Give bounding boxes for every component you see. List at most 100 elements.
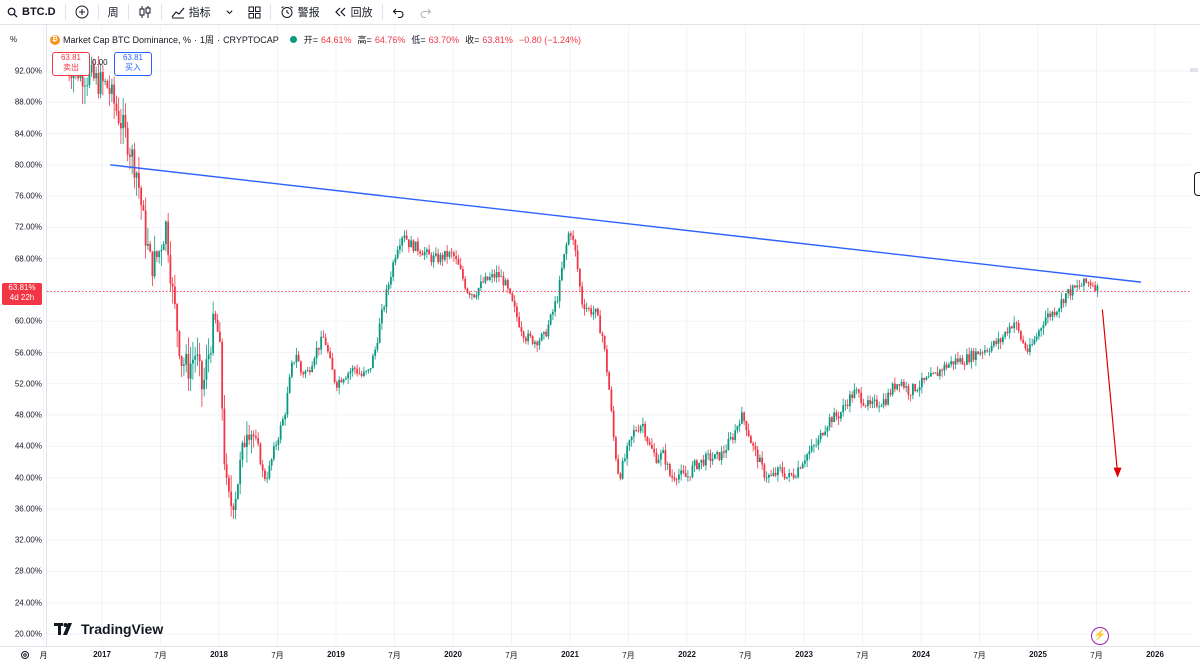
chart-type-button[interactable]	[131, 0, 159, 24]
candle-body	[304, 371, 307, 375]
candle-body	[117, 110, 120, 124]
candle-body	[612, 410, 615, 438]
candle-body	[261, 464, 264, 471]
candle-body	[131, 149, 134, 157]
candle-body	[527, 333, 530, 342]
candle-body	[329, 351, 332, 359]
x-tick-label: 2021	[561, 650, 579, 659]
candle-body	[241, 442, 244, 460]
candle-body	[464, 278, 467, 289]
candles-group	[66, 52, 1099, 520]
candle-body	[1053, 311, 1056, 315]
candle-body	[214, 313, 217, 320]
time-axis[interactable]: 月 2017 7月 2018 7月 2019 7月 2020 7月 2021 7月 2022 7月 202…	[0, 646, 1200, 664]
candle-body	[597, 308, 599, 316]
candle-body	[1029, 344, 1031, 353]
bitcoin-logo-icon: ₿	[50, 34, 60, 45]
undo-button[interactable]	[385, 0, 412, 24]
redo-button[interactable]	[412, 0, 439, 24]
candle-body	[885, 399, 887, 405]
indicators-button[interactable]: 指标	[164, 0, 218, 24]
indicators-dropdown[interactable]	[218, 0, 241, 24]
candle-body	[383, 307, 386, 310]
candle-body	[288, 376, 291, 394]
alarm-clock-icon	[280, 6, 293, 18]
alert-button[interactable]: 警报	[273, 0, 327, 24]
candle-body	[909, 394, 912, 396]
candle-body	[309, 370, 311, 373]
x-tick-label: 2022	[678, 650, 696, 659]
candle-body	[765, 477, 768, 479]
candle-body	[444, 250, 446, 260]
candle-body	[106, 80, 109, 88]
candle-body	[563, 253, 566, 268]
replay-button[interactable]: 回放	[327, 0, 380, 24]
candle-body	[318, 347, 320, 350]
candle-body	[113, 84, 116, 104]
candle-body	[205, 359, 208, 380]
candle-body	[369, 368, 372, 370]
candle-body	[972, 351, 975, 360]
candle-body	[738, 423, 741, 427]
candle-body	[403, 235, 406, 238]
interval-button[interactable]: 周	[101, 0, 126, 24]
candle-body	[907, 386, 910, 395]
candle-body	[977, 351, 980, 355]
candle-body	[583, 304, 586, 310]
candle-body	[554, 301, 557, 312]
candle-body	[239, 459, 242, 485]
interval-label: 周	[107, 7, 119, 19]
lightning-icon[interactable]: ⚡	[1091, 627, 1109, 645]
candle-body	[979, 352, 982, 355]
candle-body	[707, 453, 710, 455]
x-tick-label: 2026	[1146, 650, 1164, 659]
candle-body	[993, 341, 995, 346]
candle-body	[264, 470, 266, 479]
candle-body	[340, 379, 343, 383]
candle-body	[997, 338, 1000, 344]
settings-icon[interactable]	[20, 650, 30, 660]
market-status-dot	[289, 36, 297, 43]
candle-body	[1094, 285, 1097, 291]
candle-body	[228, 477, 230, 492]
candle-body	[378, 323, 381, 343]
candle-body	[772, 472, 775, 476]
candle-body	[252, 434, 255, 437]
sell-button[interactable]: 63.81 卖出	[52, 52, 90, 76]
chevron-down-icon	[226, 9, 233, 14]
compare-symbol-button[interactable]	[68, 0, 96, 24]
candle-body	[441, 254, 444, 260]
layouts-button[interactable]	[241, 0, 268, 24]
candle-body	[237, 484, 239, 499]
candle-body	[189, 363, 192, 379]
candle-body	[81, 70, 84, 87]
candle-body	[887, 392, 890, 405]
candle-body	[167, 221, 170, 256]
candle-body	[556, 301, 559, 303]
y-tick-label: 20.00%	[14, 629, 42, 639]
price-chart[interactable]	[0, 0, 1200, 646]
candle-body	[918, 387, 921, 391]
candle-body	[500, 276, 503, 278]
y-tick-label: 40.00%	[14, 473, 42, 483]
candle-body	[635, 430, 638, 431]
candle-body	[122, 114, 125, 129]
candle-body	[662, 450, 665, 454]
y-tick-label: 24.00%	[14, 598, 42, 608]
candle-body	[648, 441, 651, 445]
candle-body	[840, 412, 842, 419]
x-tick-label: 7月	[505, 651, 518, 660]
candle-body	[984, 350, 986, 353]
candle-body	[349, 371, 352, 374]
symbol-search-button[interactable]: BTC.D	[0, 0, 63, 24]
candle-body	[594, 308, 597, 313]
candle-body	[459, 264, 462, 270]
down-arrow-head	[1113, 467, 1122, 478]
candle-body	[639, 426, 642, 432]
candle-body	[682, 470, 685, 473]
candle-body	[603, 335, 606, 350]
candle-body	[1044, 317, 1047, 326]
buy-button[interactable]: 63.81 买入	[114, 52, 152, 76]
side-panel-handle[interactable]	[1194, 172, 1200, 196]
candle-body	[916, 390, 919, 392]
